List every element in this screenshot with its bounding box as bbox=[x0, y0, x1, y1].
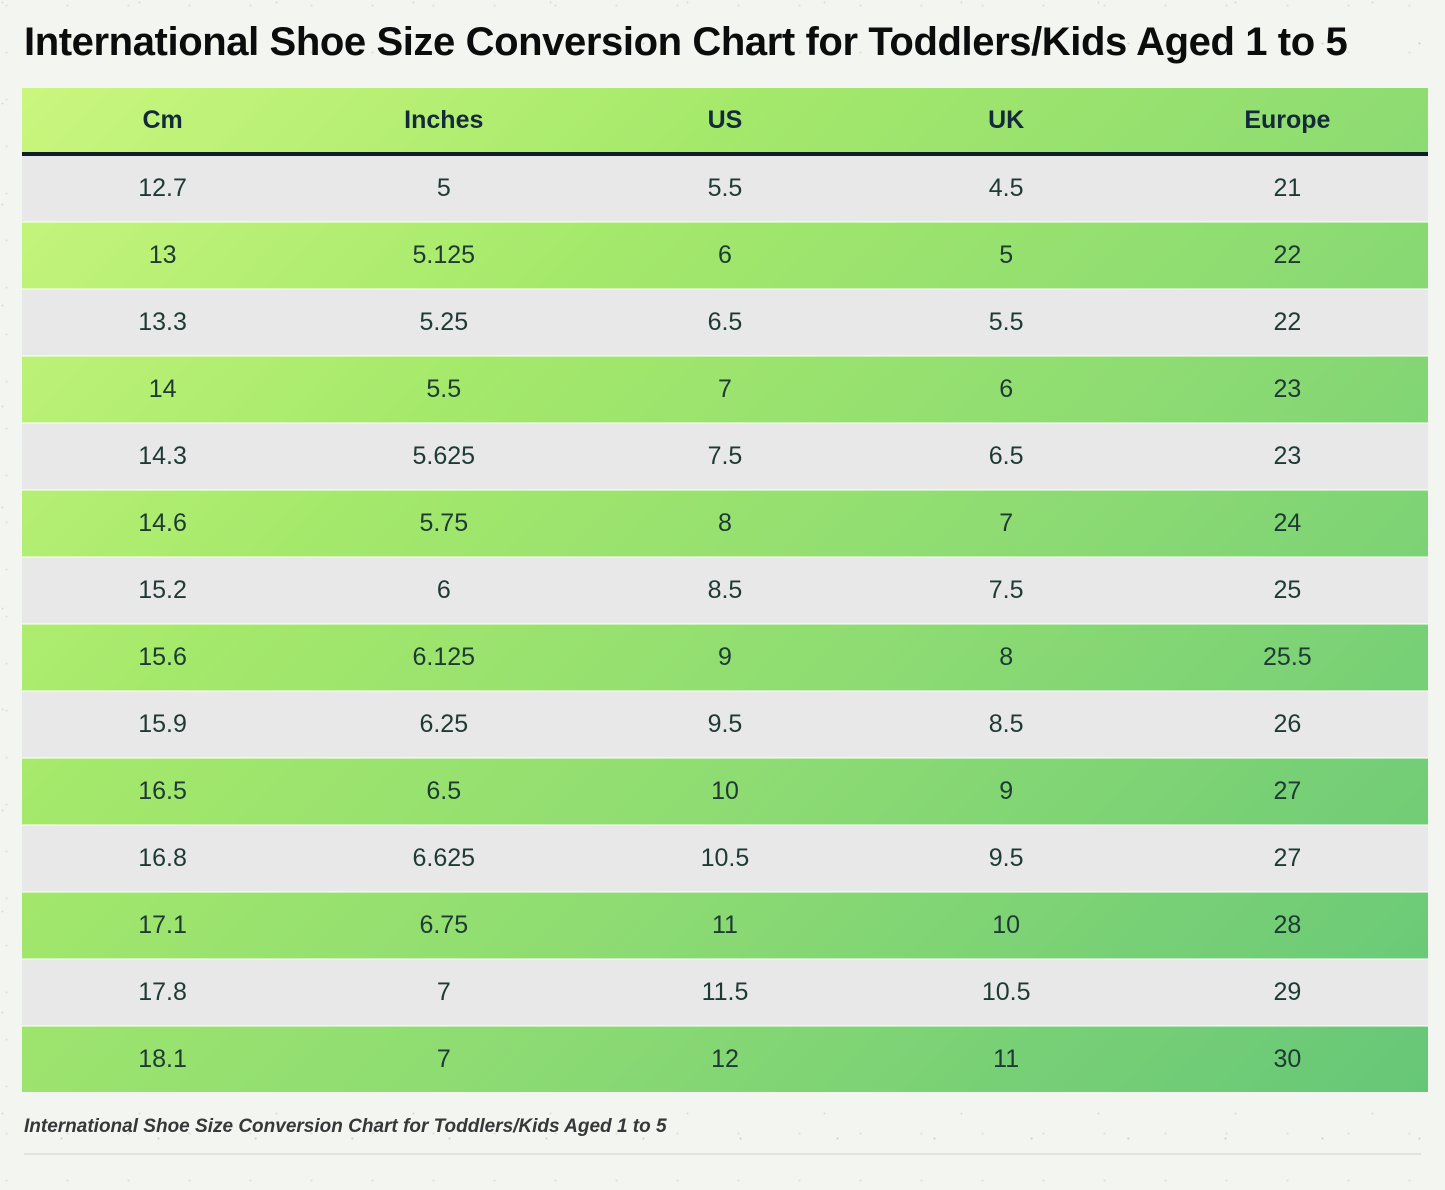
table-cell: 6.25 bbox=[303, 690, 585, 758]
table-row: 14 5.5 7 6 23 bbox=[22, 355, 1428, 423]
table-row: 15.6 6.125 9 8 25.5 bbox=[22, 623, 1428, 691]
page-title: International Shoe Size Conversion Chart… bbox=[24, 20, 1348, 64]
table-cell: 6 bbox=[584, 221, 866, 289]
table-cell: 7.5 bbox=[865, 556, 1147, 624]
table-caption: International Shoe Size Conversion Chart… bbox=[24, 1116, 1421, 1155]
table-cell: 7 bbox=[303, 1025, 585, 1092]
table-cell: 6.125 bbox=[303, 623, 585, 691]
table-cell: 7.5 bbox=[584, 422, 866, 490]
table-cell: 7 bbox=[584, 355, 866, 423]
table-cell: 8 bbox=[584, 489, 866, 557]
table-cell: 11.5 bbox=[584, 958, 866, 1026]
table-cell: 6.625 bbox=[303, 824, 585, 892]
table-cell: 9 bbox=[584, 623, 866, 691]
table-cell: 9.5 bbox=[865, 824, 1147, 892]
table-row: 16.5 6.5 10 9 27 bbox=[22, 757, 1428, 825]
table-cell: 8 bbox=[865, 623, 1147, 691]
shoe-size-conversion-table: Cm Inches US UK Europe 12.7 5 5.5 4.5 21 13 5.125 6… bbox=[22, 88, 1428, 1092]
table-cell: 25.5 bbox=[1146, 623, 1428, 691]
table-cell: 5.625 bbox=[303, 422, 585, 490]
table-cell: 23 bbox=[1146, 355, 1428, 423]
table-cell: 5.5 bbox=[303, 355, 585, 423]
table-cell: 28 bbox=[1146, 891, 1428, 959]
table-cell: 6.5 bbox=[584, 288, 866, 356]
table-cell: 26 bbox=[1146, 690, 1428, 758]
table-cell: 11 bbox=[584, 891, 866, 959]
table-cell: 27 bbox=[1146, 824, 1428, 892]
table-cell: 6 bbox=[303, 556, 585, 624]
table-cell: 27 bbox=[1146, 757, 1428, 825]
table-cell: 12.7 bbox=[22, 153, 304, 222]
table-cell: 5 bbox=[865, 221, 1147, 289]
table-cell: 5 bbox=[303, 153, 585, 222]
table-cell: 8.5 bbox=[584, 556, 866, 624]
table-cell: 5.125 bbox=[303, 221, 585, 289]
table-cell: 10.5 bbox=[865, 958, 1147, 1026]
table-row: 14.3 5.625 7.5 6.5 23 bbox=[22, 422, 1428, 490]
table-cell: 23 bbox=[1146, 422, 1428, 490]
table-cell: 5.25 bbox=[303, 288, 585, 356]
table-cell: 4.5 bbox=[865, 153, 1147, 222]
table-row: 16.8 6.625 10.5 9.5 27 bbox=[22, 824, 1428, 892]
table-row: 15.2 6 8.5 7.5 25 bbox=[22, 556, 1428, 624]
table-cell: 15.2 bbox=[22, 556, 304, 624]
table-cell: 16.8 bbox=[22, 824, 304, 892]
table-cell: 21 bbox=[1146, 153, 1428, 222]
table-cell: 10.5 bbox=[584, 824, 866, 892]
table-cell: 7 bbox=[865, 489, 1147, 557]
table-cell: 15.6 bbox=[22, 623, 304, 691]
column-header-europe: Europe bbox=[1146, 88, 1428, 156]
table-cell: 8.5 bbox=[865, 690, 1147, 758]
table-row: 17.8 7 11.5 10.5 29 bbox=[22, 958, 1428, 1026]
table-header: Cm Inches US UK Europe bbox=[22, 88, 1428, 156]
column-header-us: US bbox=[584, 88, 866, 156]
table-row: 13 5.125 6 5 22 bbox=[22, 221, 1428, 289]
table-cell: 11 bbox=[865, 1025, 1147, 1092]
table-row: 12.7 5 5.5 4.5 21 bbox=[22, 153, 1428, 222]
table-cell: 9.5 bbox=[584, 690, 866, 758]
table-row: 17.1 6.75 11 10 28 bbox=[22, 891, 1428, 959]
table-row: 14.6 5.75 8 7 24 bbox=[22, 489, 1428, 557]
table-cell: 25 bbox=[1146, 556, 1428, 624]
table-cell: 10 bbox=[865, 891, 1147, 959]
table-cell: 22 bbox=[1146, 288, 1428, 356]
table-cell: 10 bbox=[584, 757, 866, 825]
table-cell: 6.5 bbox=[303, 757, 585, 825]
table-cell: 14 bbox=[22, 355, 304, 423]
table-cell: 16.5 bbox=[22, 757, 304, 825]
table-cell: 18.1 bbox=[22, 1025, 304, 1092]
table-cell: 17.1 bbox=[22, 891, 304, 959]
column-header-cm: Cm bbox=[22, 88, 304, 156]
table-row: 15.9 6.25 9.5 8.5 26 bbox=[22, 690, 1428, 758]
table-cell: 6.75 bbox=[303, 891, 585, 959]
table-cell: 29 bbox=[1146, 958, 1428, 1026]
column-header-inches: Inches bbox=[303, 88, 585, 156]
table-header-row: Cm Inches US UK Europe bbox=[22, 88, 1428, 156]
table-cell: 6 bbox=[865, 355, 1147, 423]
table-cell: 5.5 bbox=[584, 153, 866, 222]
table-cell: 30 bbox=[1146, 1025, 1428, 1092]
table-cell: 5.5 bbox=[865, 288, 1147, 356]
table-cell: 6.5 bbox=[865, 422, 1147, 490]
table-cell: 9 bbox=[865, 757, 1147, 825]
table-cell: 12 bbox=[584, 1025, 866, 1092]
table-cell: 22 bbox=[1146, 221, 1428, 289]
table-cell: 7 bbox=[303, 958, 585, 1026]
table-body: 12.7 5 5.5 4.5 21 13 5.125 6 5 22 13.3 5.25 6.5 5.5 22… bbox=[22, 153, 1428, 1092]
column-header-uk: UK bbox=[865, 88, 1147, 156]
table-cell: 15.9 bbox=[22, 690, 304, 758]
table-cell: 5.75 bbox=[303, 489, 585, 557]
table-cell: 14.6 bbox=[22, 489, 304, 557]
table-cell: 13.3 bbox=[22, 288, 304, 356]
table-row: 18.1 7 12 11 30 bbox=[22, 1025, 1428, 1092]
conversion-table: Cm Inches US UK Europe 12.7 5 5.5 4.5 21 13 5.125 6… bbox=[22, 88, 1428, 1092]
table-cell: 13 bbox=[22, 221, 304, 289]
table-cell: 14.3 bbox=[22, 422, 304, 490]
table-cell: 24 bbox=[1146, 489, 1428, 557]
table-cell: 17.8 bbox=[22, 958, 304, 1026]
table-row: 13.3 5.25 6.5 5.5 22 bbox=[22, 288, 1428, 356]
